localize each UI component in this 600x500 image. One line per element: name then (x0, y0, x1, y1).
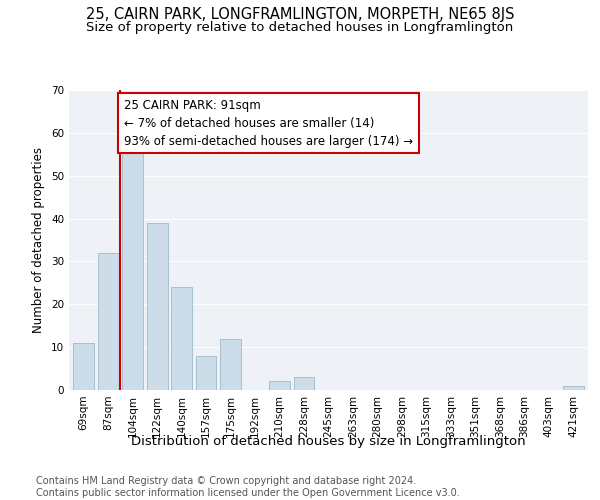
Bar (73, 343, 94, 390)
Bar (563, 386, 584, 390)
Text: Size of property relative to detached houses in Longframlington: Size of property relative to detached ho… (86, 21, 514, 34)
Y-axis label: Number of detached properties: Number of detached properties (32, 147, 46, 333)
Bar (122, 146, 143, 390)
Bar (293, 377, 314, 390)
Text: 25, CAIRN PARK, LONGFRAMLINGTON, MORPETH, NE65 8JS: 25, CAIRN PARK, LONGFRAMLINGTON, MORPETH… (86, 8, 514, 22)
Bar (269, 382, 290, 390)
Bar (147, 223, 167, 390)
Text: Distribution of detached houses by size in Longframlington: Distribution of detached houses by size … (131, 435, 526, 448)
Bar (220, 338, 241, 390)
Bar (171, 287, 192, 390)
Bar (196, 356, 217, 390)
Text: 25 CAIRN PARK: 91sqm
← 7% of detached houses are smaller (14)
93% of semi-detach: 25 CAIRN PARK: 91sqm ← 7% of detached ho… (124, 98, 413, 148)
Text: Contains HM Land Registry data © Crown copyright and database right 2024.
Contai: Contains HM Land Registry data © Crown c… (36, 476, 460, 498)
Bar (98, 253, 119, 390)
